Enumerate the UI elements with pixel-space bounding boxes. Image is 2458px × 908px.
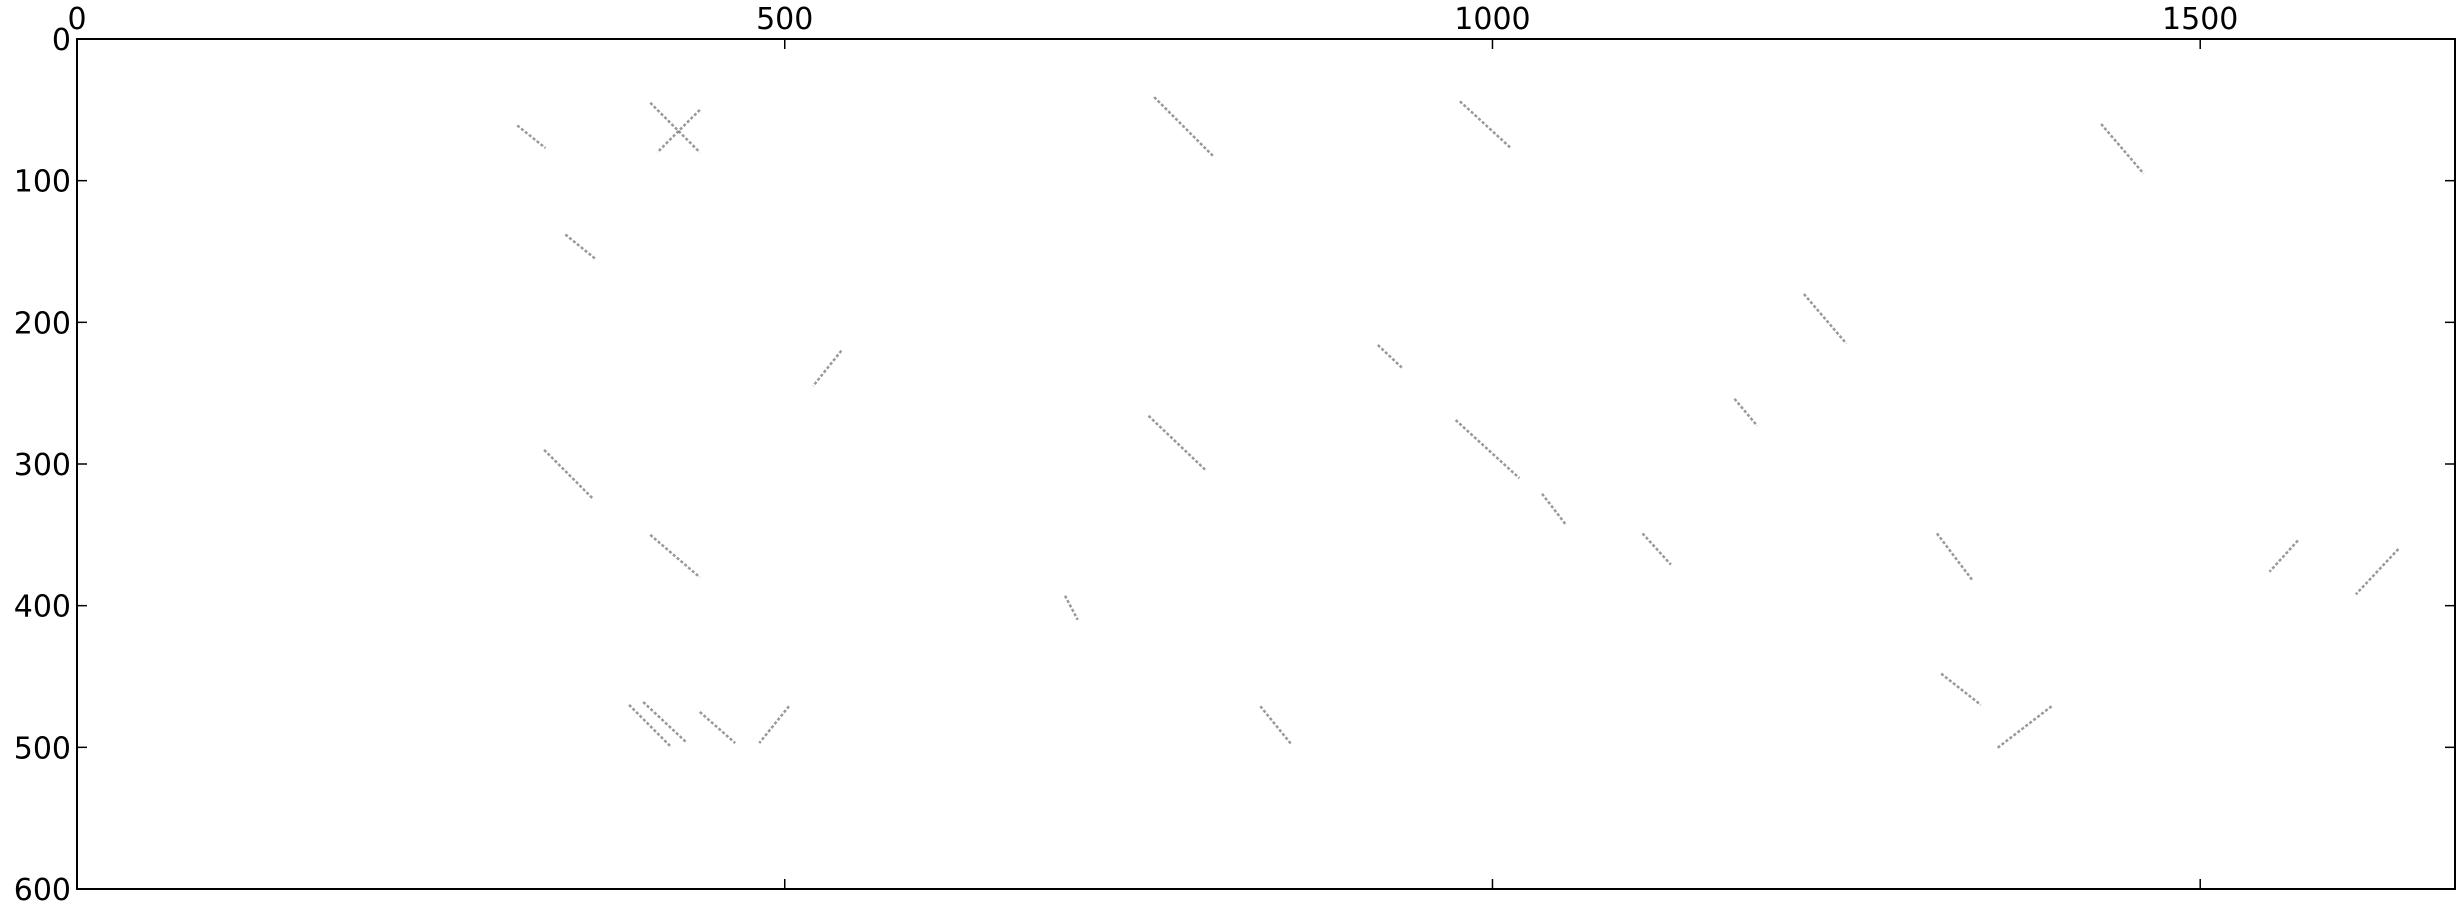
data-segment <box>1063 595 1079 621</box>
data-segment <box>1153 96 1215 158</box>
data-segment <box>516 124 547 150</box>
data-segment <box>1940 672 1982 706</box>
data-segment <box>1454 419 1521 480</box>
data-segment <box>564 233 596 260</box>
data-segment <box>1147 414 1206 471</box>
data-segment <box>628 703 673 749</box>
data-segment <box>649 533 701 579</box>
data-segment <box>1995 705 2053 750</box>
data-segment <box>1802 293 1848 345</box>
x-tick-label: 1500 <box>2162 2 2238 37</box>
data-segment <box>1541 492 1568 526</box>
data-segment <box>1259 705 1293 746</box>
data-segment <box>2355 548 2400 596</box>
y-tick-label: 500 <box>14 731 71 766</box>
data-segment <box>2268 539 2299 573</box>
y-tick-label: 100 <box>14 165 71 200</box>
data-segment <box>698 710 737 745</box>
data-segment <box>1733 398 1759 427</box>
x-tick-label: 0 <box>67 2 86 37</box>
data-segment <box>656 108 701 154</box>
data-segment <box>1376 344 1403 369</box>
x-tick-label: 500 <box>756 2 813 37</box>
y-tick-label: 400 <box>14 590 71 625</box>
data-segment <box>2100 123 2145 175</box>
data-segment <box>1641 532 1672 566</box>
data-segment <box>758 705 790 744</box>
y-tick-label: 0 <box>52 23 71 58</box>
x-tick-label: 1000 <box>1454 2 1530 37</box>
y-tick-label: 300 <box>14 448 71 483</box>
y-tick-label: 200 <box>14 306 71 341</box>
plot-frame <box>76 38 2456 890</box>
data-segment <box>642 701 687 743</box>
data-segment <box>812 349 843 387</box>
data-segment <box>1935 532 1974 581</box>
y-tick-label: 600 <box>14 873 71 908</box>
data-segment <box>1459 100 1512 150</box>
data-segment <box>543 448 595 501</box>
data-segment <box>649 101 701 154</box>
